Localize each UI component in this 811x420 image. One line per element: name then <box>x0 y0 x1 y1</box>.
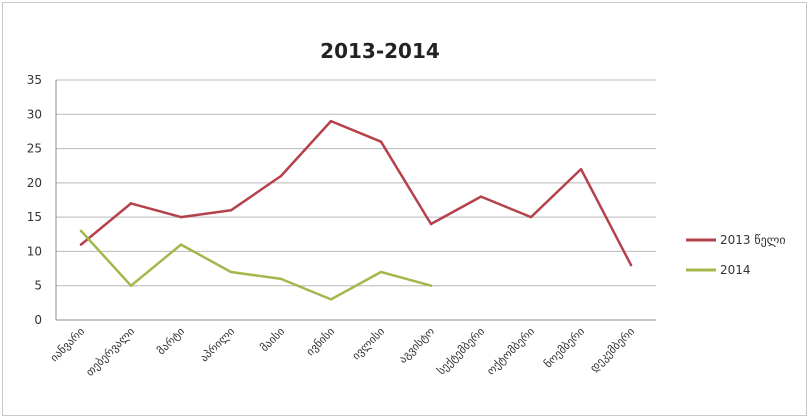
chart-title: 2013-2014 <box>320 39 440 63</box>
data-point <box>329 298 333 301</box>
data-point <box>479 195 483 198</box>
y-tick-label: 0 <box>34 313 42 327</box>
data-point <box>329 119 333 123</box>
x-tick-label: მაისი <box>258 325 288 355</box>
data-point <box>579 167 583 171</box>
x-tick-label: აგვისტო <box>396 325 437 366</box>
x-tick-label: ივლისი <box>350 325 388 363</box>
x-tick-label: ნოემბერი <box>542 325 588 371</box>
data-point <box>629 263 633 267</box>
data-point <box>179 243 183 246</box>
data-point <box>279 174 283 178</box>
data-point <box>129 284 133 287</box>
x-tick-label: თებერვალი <box>83 325 137 379</box>
data-point <box>279 277 283 281</box>
x-tick-label: ივნისი <box>304 325 338 359</box>
data-point <box>129 202 133 205</box>
data-point <box>379 270 383 274</box>
chart-frame <box>2 2 807 416</box>
y-tick-label: 5 <box>34 279 42 293</box>
data-point <box>229 270 233 274</box>
legend-label: 2013 წელი <box>720 233 786 247</box>
y-tick-label: 15 <box>27 210 42 224</box>
x-tick-label: დეკემბერი <box>587 325 637 375</box>
data-point <box>429 222 433 226</box>
x-tick-label: აპრილი <box>198 325 238 365</box>
legend: 2013 წელი 2014 <box>686 233 786 277</box>
data-point <box>179 215 183 219</box>
data-point <box>429 284 433 287</box>
y-tick-label: 25 <box>27 142 42 156</box>
x-tick-label: იანვარი <box>48 325 88 365</box>
data-point <box>79 243 83 246</box>
series-line <box>79 119 633 267</box>
x-tick-label: ოქტომბერი <box>484 325 537 378</box>
legend-label: 2014 <box>720 263 751 277</box>
y-tick-label: 20 <box>27 176 42 190</box>
data-point <box>529 215 533 219</box>
y-tick-label: 35 <box>27 73 42 87</box>
data-point <box>79 229 83 233</box>
y-tick-label: 10 <box>27 244 42 258</box>
data-point <box>229 209 233 212</box>
y-axis: 0 5 10 15 20 25 30 35 <box>27 73 57 327</box>
data-point <box>379 140 383 143</box>
x-tick-label: მარტი <box>155 325 188 358</box>
x-tick-label: სექტემბერი <box>435 325 488 378</box>
series-lines <box>79 119 633 301</box>
y-tick-label: 30 <box>27 107 42 121</box>
grid-lines <box>56 79 656 321</box>
series-line <box>79 229 433 301</box>
